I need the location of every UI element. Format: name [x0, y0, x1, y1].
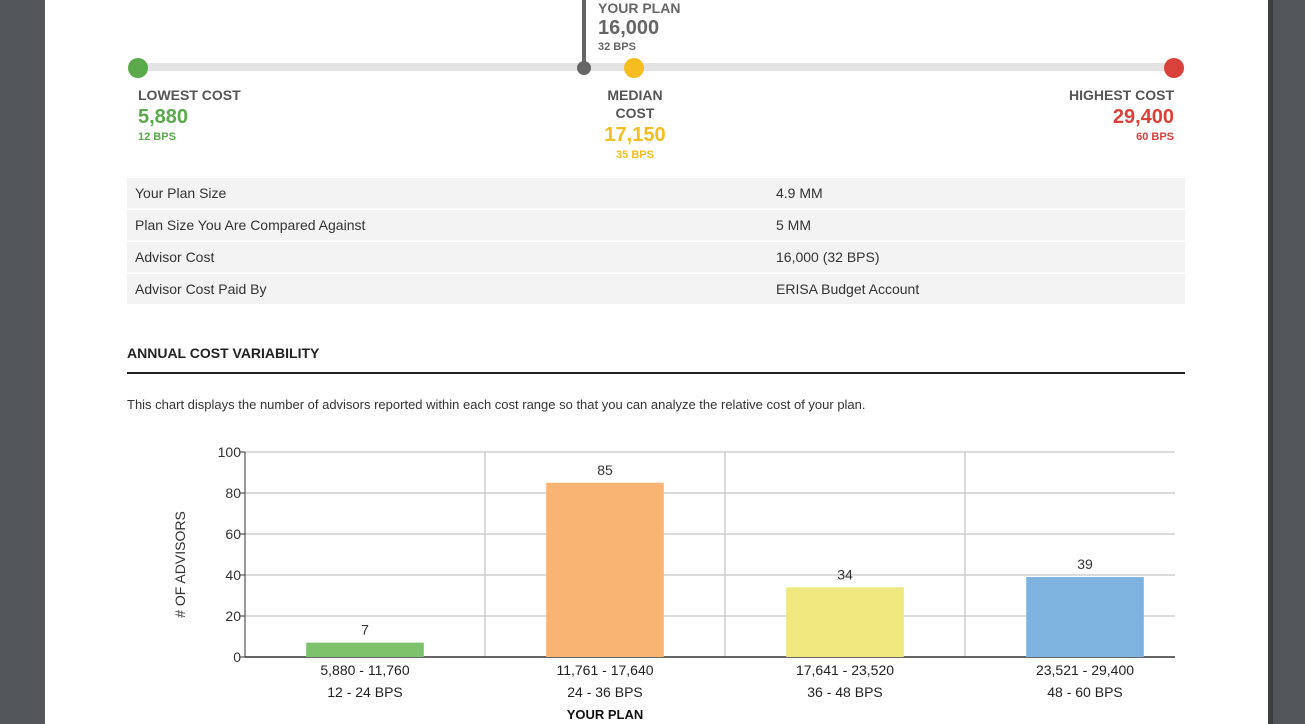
- section-divider: [127, 372, 1185, 374]
- x-tick-sublabel: 24 - 36 BPS: [567, 684, 643, 700]
- table-row: Plan Size You Are Compared Against 5 MM: [127, 210, 1185, 242]
- page-shadow: [1268, 0, 1273, 724]
- your-plan-pointer-line: [582, 0, 586, 64]
- y-tick-label: 100: [218, 444, 242, 460]
- x-tick-sublabel: 12 - 24 BPS: [327, 684, 403, 700]
- x-tick-label: 11,761 - 17,640: [556, 662, 653, 678]
- bar: [306, 642, 424, 657]
- y-tick-label: 60: [225, 526, 241, 542]
- your-plan-marker: [577, 61, 591, 75]
- y-tick-label: 20: [225, 608, 241, 624]
- x-tick-label: 17,641 - 23,520: [796, 662, 894, 678]
- chart-description: This chart displays the number of adviso…: [127, 397, 866, 412]
- report-page: YOUR PLAN 16,000 32 BPS LOWEST COST 5,88…: [45, 0, 1268, 724]
- x-tick-label: 23,521 - 29,400: [1036, 662, 1134, 678]
- table-row: Your Plan Size 4.9 MM: [127, 178, 1185, 210]
- table-row: Advisor Cost 16,000 (32 BPS): [127, 242, 1185, 274]
- your-plan-category-marker: YOUR PLAN: [567, 707, 644, 722]
- lowest-cost-title: LOWEST COST: [138, 87, 241, 103]
- bar: [546, 482, 664, 657]
- row-label: Advisor Cost Paid By: [135, 281, 267, 297]
- data-label: 85: [597, 462, 613, 478]
- row-value: 5 MM: [776, 217, 811, 233]
- lowest-cost-marker: [128, 58, 148, 78]
- median-cost-bps: 35 BPS: [616, 149, 654, 161]
- x-tick-sublabel: 48 - 60 BPS: [1047, 684, 1123, 700]
- table-row: Advisor Cost Paid By ERISA Budget Accoun…: [127, 274, 1185, 306]
- lowest-cost-value: 5,880: [138, 106, 189, 128]
- row-value: 4.9 MM: [776, 185, 823, 201]
- x-tick-sublabel: 36 - 48 BPS: [807, 684, 883, 700]
- highest-cost-value: 29,400: [1112, 106, 1174, 128]
- your-plan-label: YOUR PLAN 16,000 32 BPS: [598, 0, 680, 54]
- median-cost-title: MEDIAN COST: [607, 87, 663, 121]
- row-label: Advisor Cost: [135, 249, 215, 265]
- y-tick-label: 80: [225, 485, 241, 501]
- y-tick-label: 0: [233, 649, 241, 665]
- cost-range-track: [138, 63, 1175, 71]
- your-plan-bps: 32 BPS: [598, 41, 636, 53]
- your-plan-value: 16,000: [598, 17, 660, 39]
- data-label: 34: [837, 566, 853, 582]
- row-value: 16,000 (32 BPS): [776, 249, 880, 265]
- y-axis-label: # OF ADVISORS: [172, 511, 188, 618]
- median-cost-marker: [624, 58, 644, 78]
- highest-cost-title: HIGHEST COST: [1068, 87, 1174, 103]
- highest-cost-marker: [1164, 58, 1184, 78]
- data-label: 39: [1077, 556, 1093, 572]
- lowest-cost-stat: LOWEST COST 5,880 12 BPS: [138, 86, 241, 144]
- section-title: ANNUAL COST VARIABILITY: [127, 345, 320, 361]
- median-cost-stat: MEDIAN COST 17,150 35 BPS: [589, 86, 681, 162]
- advisor-cost-bar-chart: 0 20 40 60 80 100 7 5,880 - 11,760 12 - 24 BPS 85…: [172, 444, 1175, 722]
- row-label: Your Plan Size: [135, 185, 227, 201]
- bar: [1026, 577, 1144, 657]
- y-tick-label: 40: [225, 567, 241, 583]
- your-plan-title: YOUR PLAN: [598, 0, 681, 16]
- row-label: Plan Size You Are Compared Against: [135, 217, 366, 233]
- median-cost-value: 17,150: [604, 124, 666, 146]
- highest-cost-stat: HIGHEST COST 29,400 60 BPS: [1069, 86, 1174, 144]
- data-label: 7: [361, 622, 369, 638]
- highest-cost-bps: 60 BPS: [1136, 131, 1174, 143]
- plan-info-table: Your Plan Size 4.9 MM Plan Size You Are …: [127, 178, 1185, 306]
- x-tick-label: 5,880 - 11,760: [320, 662, 409, 678]
- bar: [786, 587, 904, 657]
- lowest-cost-bps: 12 BPS: [138, 131, 176, 143]
- row-value: ERISA Budget Account: [776, 281, 920, 297]
